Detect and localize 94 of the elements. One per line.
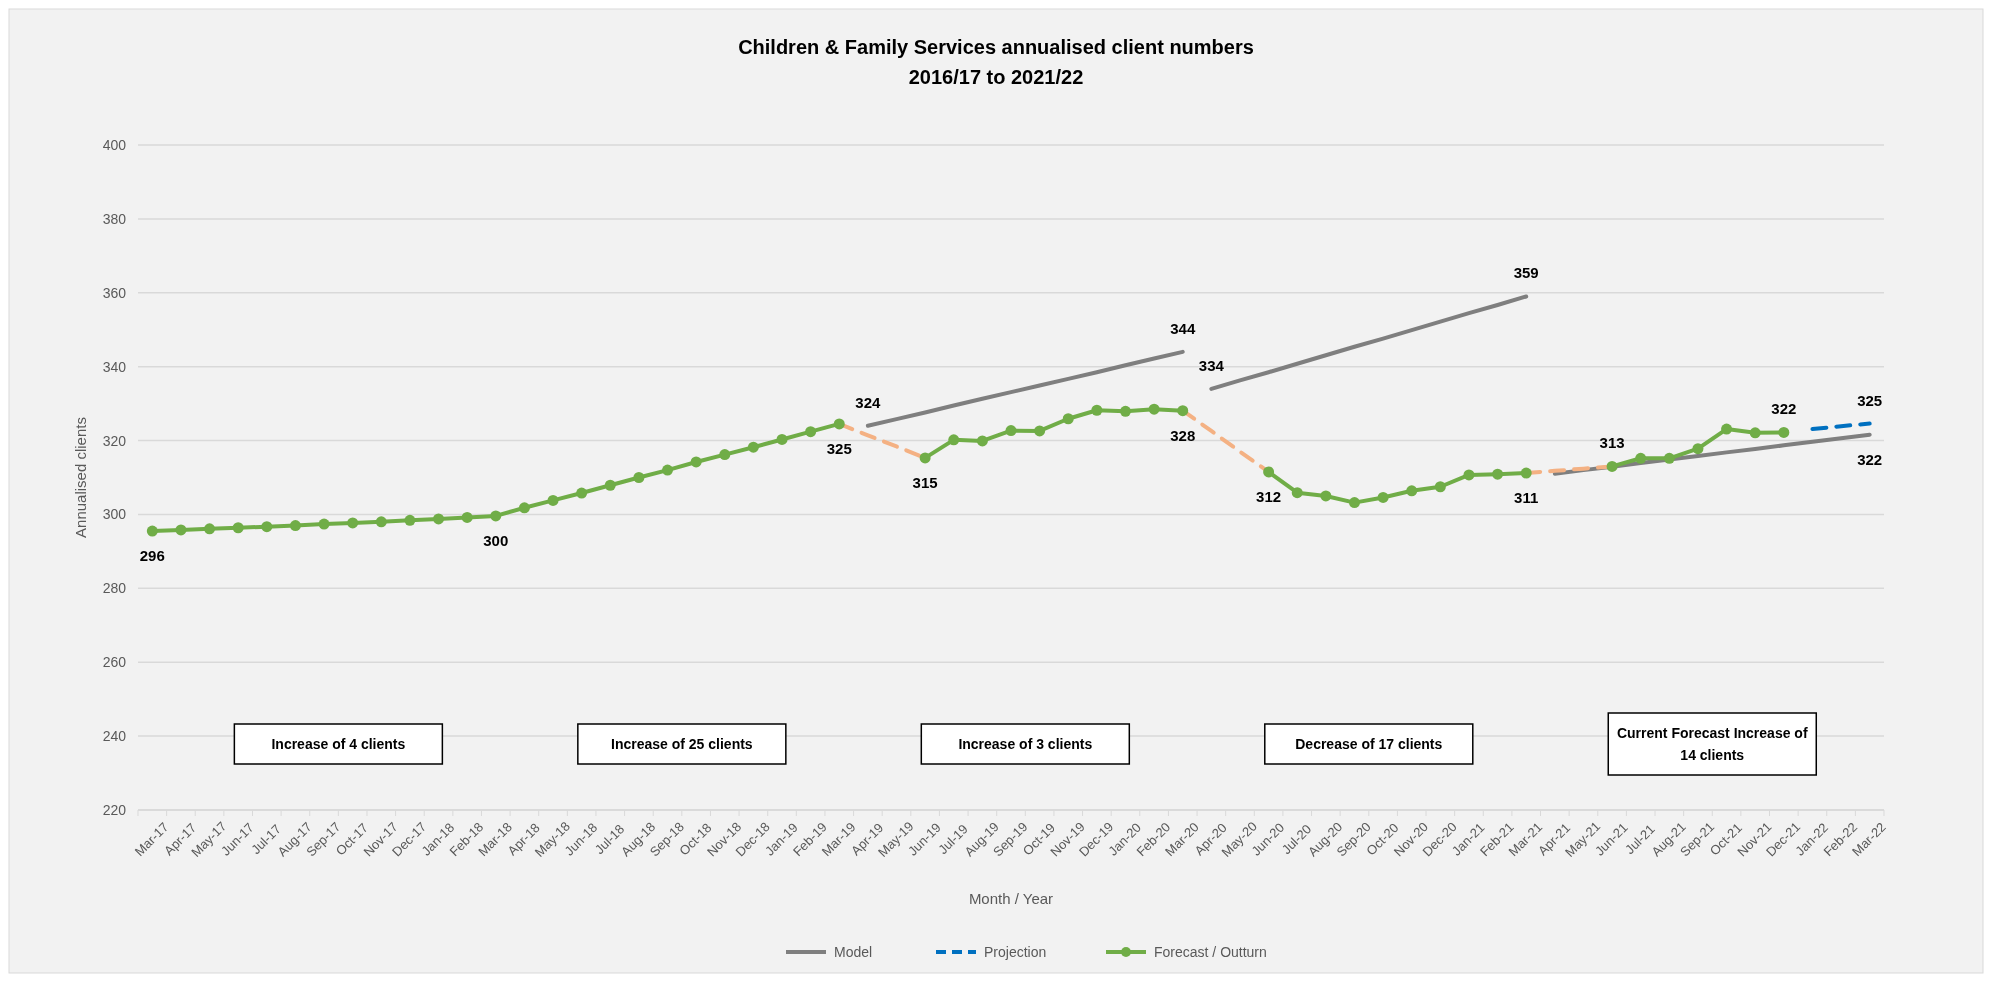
point: [1263, 466, 1275, 478]
data-label: 344: [1170, 319, 1196, 337]
note-box: Increase of 25 clients: [577, 723, 787, 765]
data-label: 313: [1599, 434, 1625, 452]
y-tick-label: 280: [102, 580, 127, 597]
y-tick-label: 300: [102, 506, 127, 523]
y-tick-label: 240: [102, 728, 127, 745]
point: [1492, 468, 1504, 480]
data-label: 325: [826, 439, 852, 457]
point: [776, 433, 788, 445]
point: [919, 452, 931, 464]
y-tick-label: 340: [102, 358, 127, 375]
point: [146, 525, 158, 537]
point: [1663, 452, 1675, 464]
y-tick-label: 360: [102, 284, 127, 301]
annotation: Current Forecast Increase of 14 clients: [1616, 725, 1808, 763]
x-axis-title: Month / Year: [968, 890, 1054, 907]
y-tick-label: 380: [102, 210, 127, 227]
point: [747, 441, 759, 453]
chart-subtitle: 2016/17 to 2021/22: [908, 66, 1084, 88]
point: [204, 523, 216, 535]
point: [1520, 467, 1532, 479]
point: [1119, 405, 1131, 417]
note-box: Decrease of 17 clients: [1264, 723, 1474, 765]
point: [261, 521, 273, 533]
legend-label: Projection: [984, 944, 1047, 960]
point: [232, 522, 244, 534]
annotation: Decrease of 17 clients: [1295, 736, 1443, 752]
point: [1177, 405, 1189, 417]
point: [1692, 443, 1704, 455]
legend-label: Forecast / Outturn: [1154, 944, 1267, 960]
point: [404, 514, 416, 526]
point: [1034, 425, 1046, 437]
point: [289, 520, 301, 532]
point: [690, 456, 702, 468]
y-tick-label: 260: [102, 654, 127, 671]
point: [662, 464, 674, 476]
point: [1320, 490, 1332, 502]
data-label: 325: [1857, 391, 1883, 409]
data-label: 359: [1513, 264, 1539, 282]
data-label: 324: [855, 393, 882, 411]
point: [1778, 426, 1790, 438]
point: [948, 434, 960, 446]
point: [433, 513, 445, 525]
point: [1721, 423, 1733, 435]
point: [1062, 413, 1074, 425]
point: [347, 517, 359, 529]
note-box: Increase of 3 clients: [920, 723, 1131, 765]
point: [175, 524, 187, 536]
data-label: 312: [1256, 487, 1282, 505]
legend-label: Model: [834, 944, 873, 960]
point: [490, 510, 502, 522]
point: [1406, 485, 1418, 497]
point: [1005, 425, 1017, 437]
data-label: 328: [1170, 426, 1196, 444]
point: [576, 487, 588, 499]
data-label: 315: [912, 473, 938, 491]
point: [1348, 497, 1360, 509]
y-tick-label: 400: [102, 137, 127, 153]
y-axis-title: Annualised clients: [72, 417, 89, 538]
data-label: 322: [1771, 400, 1797, 418]
point: [976, 435, 988, 447]
data-label: 334: [1198, 356, 1225, 374]
point: [1463, 469, 1475, 481]
data-label: 311: [1514, 489, 1539, 507]
point: [1148, 403, 1160, 415]
data-label: 296: [139, 547, 165, 565]
point: [1091, 404, 1103, 416]
point: [518, 502, 530, 514]
point: [604, 479, 616, 491]
point: [833, 418, 845, 430]
point: [547, 494, 559, 506]
point: [1291, 487, 1303, 499]
point: [318, 518, 330, 530]
point: [719, 449, 731, 461]
annotation: Increase of 4 clients: [271, 736, 406, 752]
annotation: Increase of 25 clients: [611, 736, 753, 752]
y-tick-label: 320: [102, 432, 127, 449]
data-label: 322: [1857, 450, 1883, 468]
point: [1377, 491, 1389, 503]
point: [1606, 460, 1618, 472]
point: [375, 516, 387, 528]
point: [1635, 452, 1647, 464]
annotation: Increase of 3 clients: [958, 736, 1093, 752]
point: [1749, 427, 1761, 439]
note-box: Current Forecast Increase of 14 clients: [1607, 712, 1817, 776]
data-label: 300: [483, 531, 509, 549]
note-box: Increase of 4 clients: [233, 723, 444, 765]
point: [805, 426, 817, 438]
point: [461, 511, 473, 523]
point: [1434, 481, 1446, 493]
y-tick-label: 220: [102, 802, 127, 818]
point: [633, 472, 645, 483]
chart-title: Children & Family Services annualised client numbers: [738, 36, 1254, 58]
